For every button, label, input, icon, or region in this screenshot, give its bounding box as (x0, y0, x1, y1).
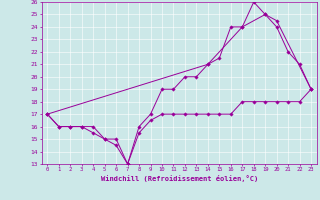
X-axis label: Windchill (Refroidissement éolien,°C): Windchill (Refroidissement éolien,°C) (100, 175, 258, 182)
